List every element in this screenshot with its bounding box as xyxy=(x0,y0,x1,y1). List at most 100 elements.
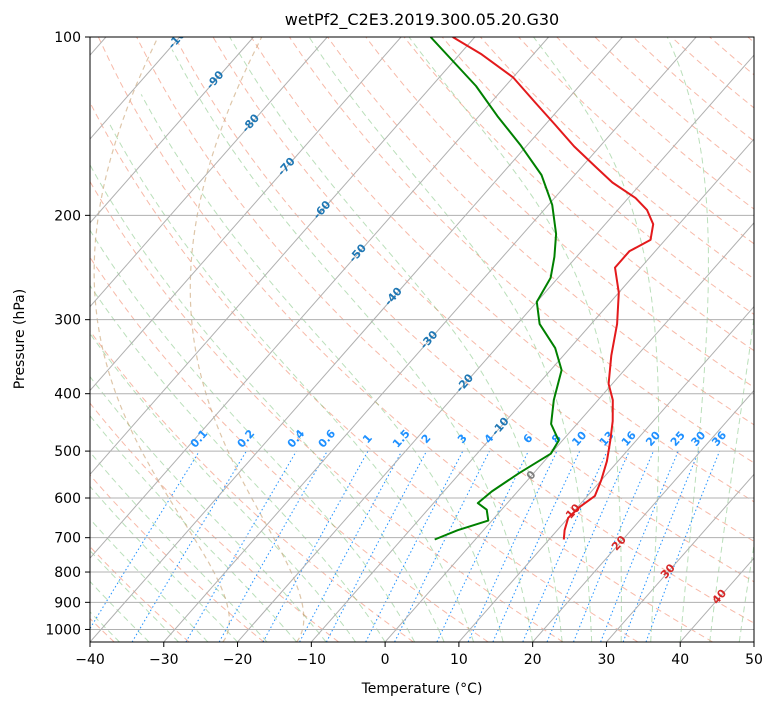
x-tick-label: 0 xyxy=(381,652,390,668)
dry-adiabat xyxy=(90,330,414,642)
profile-lines xyxy=(429,37,655,541)
dry-adiabat xyxy=(556,37,754,210)
y-tick-label: 400 xyxy=(54,387,81,403)
dry-adiabat xyxy=(97,37,713,642)
mixing-ratio-label: 10 xyxy=(569,428,589,448)
mixing-ratio-line xyxy=(546,450,630,642)
moist-adiabat xyxy=(709,313,754,642)
moist-adiabat xyxy=(666,37,709,642)
moist-adiabat xyxy=(90,518,209,642)
moist-adiabat xyxy=(90,332,356,642)
x-axis-label: Temperature (°C) xyxy=(361,681,483,697)
y-tick-label: 500 xyxy=(54,444,81,460)
y-tick-label: 600 xyxy=(54,491,81,507)
y-tick-label: 800 xyxy=(54,565,81,581)
isotherm xyxy=(90,37,328,308)
isotherm xyxy=(384,222,754,642)
isotherm xyxy=(90,37,254,224)
moist-adiabat xyxy=(229,37,563,642)
mixing-ratio-line xyxy=(645,450,721,642)
mixing-ratio-line xyxy=(218,450,328,642)
isotherm xyxy=(90,37,476,476)
dry-adiabat xyxy=(90,180,564,642)
mixing-ratio-label: 16 xyxy=(619,428,639,448)
isotherm xyxy=(458,305,754,642)
mixing-ratio-line xyxy=(600,450,679,642)
moist-adiabat xyxy=(533,37,660,642)
mixing-ratio-line xyxy=(365,450,464,642)
moist-adiabat xyxy=(408,37,622,642)
x-tick-label: 40 xyxy=(671,652,689,668)
mixing-ratio-label: 2 xyxy=(419,432,434,446)
y-tick-label: 700 xyxy=(54,531,81,547)
mixing-ratio-line xyxy=(262,450,369,642)
dry-adiabat xyxy=(174,37,754,583)
mixing-ratio-line xyxy=(90,450,200,630)
y-tick-label: 200 xyxy=(54,208,81,224)
x-tick-label: 50 xyxy=(745,652,763,668)
mixing-ratio-label: 6 xyxy=(521,431,536,446)
isotherm xyxy=(90,37,623,642)
mixing-ratio-label: 0.2 xyxy=(235,427,258,450)
moist-adiabat xyxy=(140,94,504,642)
x-tick-label: 30 xyxy=(598,652,616,668)
isotherm xyxy=(90,37,402,392)
x-tick-label: −30 xyxy=(149,652,179,668)
dry-adiabat xyxy=(90,402,339,642)
x-tick-label: −10 xyxy=(297,652,327,668)
dry-adiabat xyxy=(747,37,754,43)
isotherm xyxy=(237,54,754,642)
dry-adiabat xyxy=(288,37,754,464)
x-tick-label: 10 xyxy=(450,652,468,668)
dry-adiabat xyxy=(709,37,754,76)
mixing-ratio-line xyxy=(299,450,403,642)
mixing-ratio-line xyxy=(522,450,608,642)
y-tick-label: 100 xyxy=(54,30,81,46)
y-tick-label: 1000 xyxy=(45,622,81,638)
mixing-ratio-line xyxy=(622,450,700,642)
axes: −40 −30 −20 −10 0 10 20 30 40 5010020030040050060… xyxy=(45,30,763,668)
y-tick-label: 900 xyxy=(54,595,81,611)
dry-adiabat xyxy=(441,37,754,315)
dewpoint-profile-line xyxy=(429,37,563,541)
y-axis-label: Pressure (hPa) xyxy=(12,289,28,389)
dry-adiabat xyxy=(250,37,754,503)
dry-adiabat xyxy=(90,545,190,642)
mixing-ratio-line xyxy=(436,450,529,642)
isotherm xyxy=(753,641,754,642)
isotherm xyxy=(90,37,181,140)
mixing-ratio-label: 3 xyxy=(455,432,470,446)
dry-adiabat xyxy=(136,37,754,624)
moist-adiabat xyxy=(171,49,534,642)
isotherm xyxy=(606,473,754,642)
stability-curve xyxy=(93,37,230,642)
y-tick-label: 300 xyxy=(54,313,81,329)
mixing-ratio-line xyxy=(325,450,428,642)
plot-frame xyxy=(89,36,755,643)
moist-adiabat xyxy=(90,375,327,642)
moist-adiabat xyxy=(90,485,238,642)
isotherm xyxy=(90,37,549,559)
x-tick-label: 20 xyxy=(524,652,542,668)
moist-adiabat xyxy=(90,163,445,642)
isotherm xyxy=(532,389,754,642)
dry-adiabat xyxy=(90,474,265,642)
moist-adiabat xyxy=(90,284,386,642)
mixing-ratio-label: 25 xyxy=(668,429,688,449)
dry-adiabat xyxy=(90,101,639,642)
moist-adiabat xyxy=(90,414,297,642)
x-tick-label: −20 xyxy=(223,652,253,668)
moist-adiabat xyxy=(90,451,268,642)
mixing-ratio-label: 0.1 xyxy=(188,427,211,450)
mixing-ratio-label: 1 xyxy=(360,432,375,446)
moist-adiabat xyxy=(738,542,754,642)
isotherm xyxy=(310,138,754,642)
mixing-ratio-line xyxy=(492,450,581,642)
temperature-profile-line xyxy=(452,37,655,540)
moist-adiabat xyxy=(90,229,416,642)
mixing-ratio-label: 0.4 xyxy=(285,427,308,450)
moist-adiabat xyxy=(308,37,593,642)
mixing-ratio-line xyxy=(185,450,297,642)
chart-title: wetPf2_C2E3.2019.300.05.20.G30 xyxy=(285,10,559,30)
